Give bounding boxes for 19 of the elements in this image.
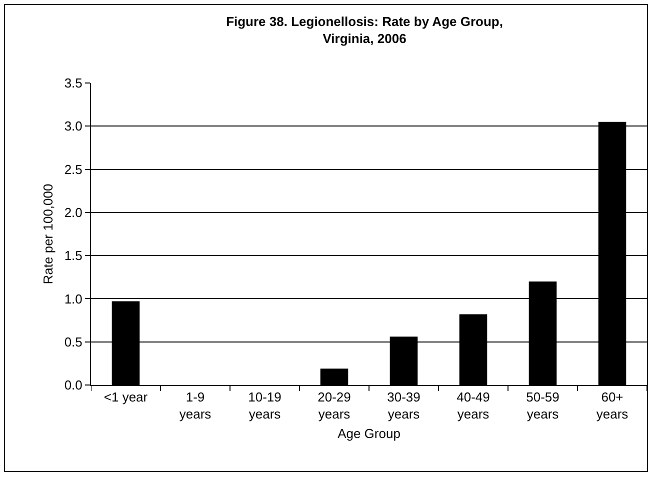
x-tick-label: 40-49 years: [456, 390, 490, 422]
y-tick-label: 1.0: [64, 291, 82, 306]
y-tick-label: 3.5: [64, 76, 82, 91]
x-tick-label: 60+ years: [596, 390, 629, 422]
x-tick-label: 50-59 years: [526, 390, 560, 422]
x-axis-title: Age Group: [338, 426, 400, 442]
y-tick-label: 2.0: [64, 204, 82, 220]
x-tick-label: 10-19 years: [248, 390, 282, 422]
chart-title: Figure 38. Legionellosis: Rate by Age Group, Virginia, 2006: [226, 14, 503, 46]
y-tick-label: 3.0: [64, 118, 82, 134]
y-tick-label: 1.5: [64, 248, 82, 264]
y-tick-label: 2.5: [64, 162, 82, 177]
y-tick-label: 0.0: [64, 378, 82, 393]
y-axis-title: Rate per 100,000: [40, 184, 56, 284]
x-tick-label: 30-39 years: [387, 390, 420, 422]
x-tick-label: <1 year: [104, 390, 148, 405]
y-tick-label: 0.5: [64, 334, 82, 350]
x-tick-label: 1-9 years: [179, 390, 212, 422]
x-tick-label: 20-29 years: [318, 390, 351, 422]
